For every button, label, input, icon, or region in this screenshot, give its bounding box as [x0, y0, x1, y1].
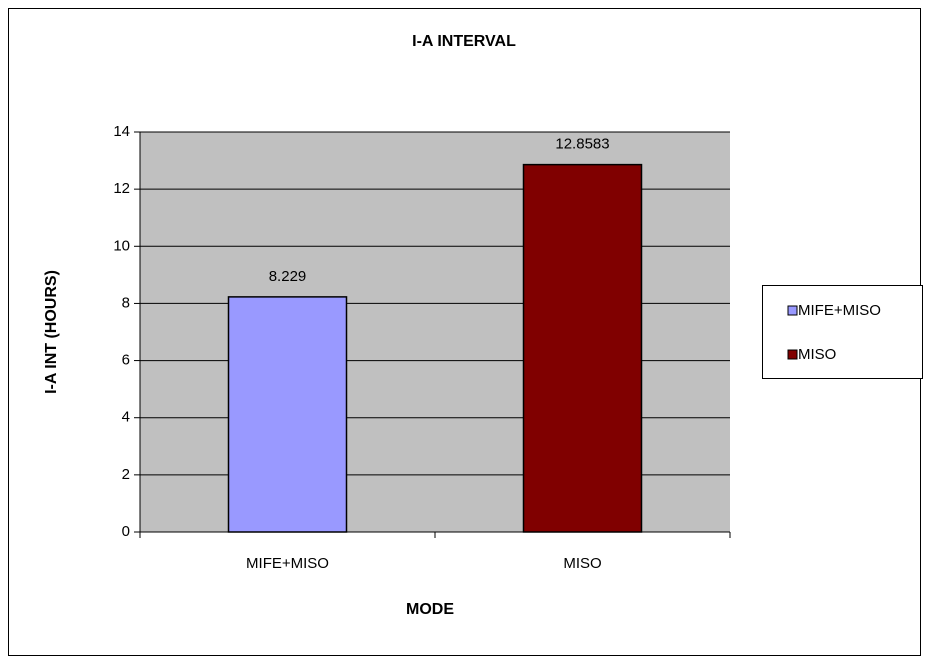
data-label: 12.8583: [555, 136, 609, 153]
x-axis-label: MODE: [406, 601, 454, 618]
bar: [522, 163, 643, 533]
y-tick-label: 8: [122, 294, 130, 311]
y-tick-label: 14: [113, 123, 130, 140]
y-tick-label: 12: [113, 180, 130, 197]
legend-swatch: [787, 349, 798, 360]
bar: [227, 296, 348, 533]
y-tick-label: 2: [122, 466, 130, 483]
chart-title: I-A INTERVAL: [412, 33, 516, 50]
data-label: 8.229: [269, 268, 307, 285]
x-tick-label: MIFE+MISO: [246, 555, 329, 572]
y-tick-label: 10: [113, 237, 130, 254]
y-tick-label: 4: [122, 409, 130, 426]
x-tick-label: MISO: [563, 555, 601, 572]
legend: [762, 285, 923, 379]
y-axis-label: I-A INT (HOURS): [43, 270, 60, 394]
legend-label: MIFE+MISO: [798, 302, 881, 319]
legend-swatch: [787, 305, 798, 316]
y-tick-label: 0: [122, 523, 130, 540]
y-tick-label: 6: [122, 352, 130, 369]
legend-label: MISO: [798, 346, 836, 363]
